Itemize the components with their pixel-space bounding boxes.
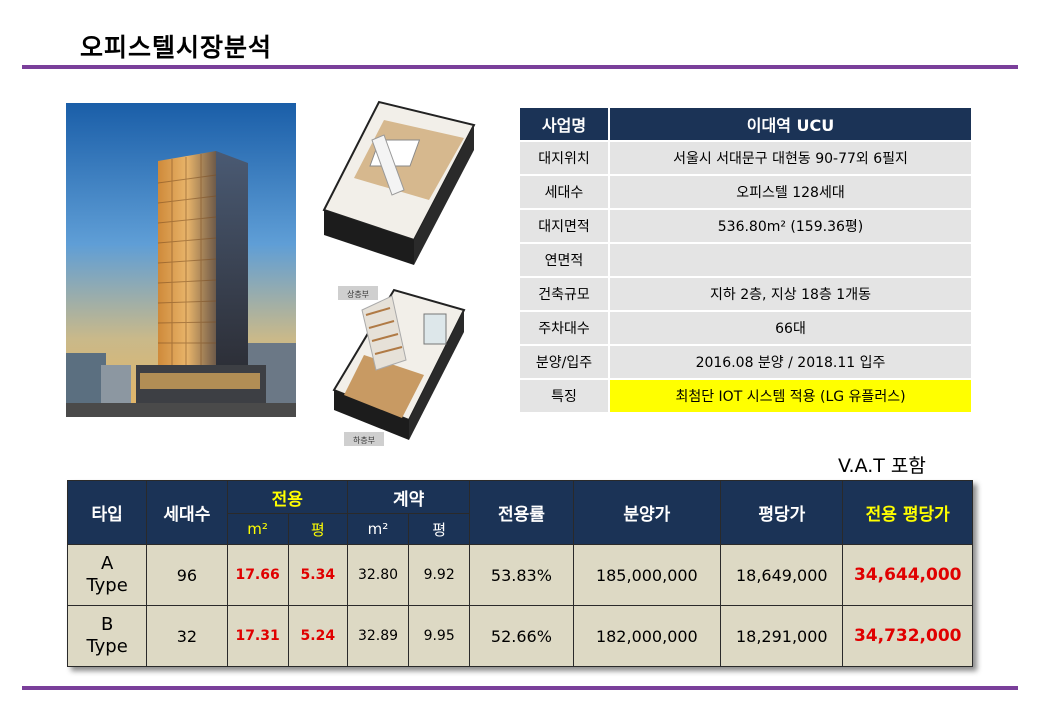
sub-exclusive-pyeong: 평 <box>287 513 348 545</box>
cell-per-pyeong: 18,649,000 <box>720 544 844 606</box>
info-row-scale: 건축규모 지하 2층, 지상 18층 1개동 <box>520 278 971 310</box>
info-key: 대지면적 <box>520 210 610 242</box>
price-table: 타입 세대수 전용 계약 전용률 분양가 평당가 전용 평당가 m² 평 m² … <box>66 480 973 667</box>
cell-type: B Type <box>66 605 148 667</box>
info-row-location: 대지위치 서울시 서대문구 대현동 90-77외 6필지 <box>520 142 971 174</box>
page-title: 오피스텔시장분석 <box>80 33 273 62</box>
col-exclusive-per-pyeong: 전용 평당가 <box>842 480 973 545</box>
cell-exclusive-m2: 17.66 <box>226 544 289 606</box>
top-divider <box>22 65 1018 69</box>
floor-plan-images: 상층부 하층부 <box>314 100 476 450</box>
project-info-table: 사업명 이대역 UCU 대지위치 서울시 서대문구 대현동 90-77외 6필지… <box>520 106 971 414</box>
sub-contract-pyeong: 평 <box>408 513 471 545</box>
price-header-row: 타입 세대수 전용 계약 전용률 분양가 평당가 전용 평당가 <box>66 480 973 545</box>
bottom-divider <box>22 686 1018 690</box>
cell-type: A Type <box>66 544 148 606</box>
info-value: 2016.08 분양 / 2018.11 입주 <box>610 346 971 378</box>
info-key: 대지위치 <box>520 142 610 174</box>
table-row: B Type 32 17.31 5.24 32.89 9.95 52.66% 18… <box>66 605 973 667</box>
info-key: 건축규모 <box>520 278 610 310</box>
info-key: 분양/입주 <box>520 346 610 378</box>
col-contract: 계약 <box>346 480 471 514</box>
upper-floor-label: 상층부 <box>347 289 369 299</box>
price-subheader-row: m² 평 m² 평 <box>68 513 973 545</box>
cell-contract-pyeong: 9.92 <box>408 544 471 606</box>
col-ratio: 전용률 <box>469 480 574 545</box>
cell-price: 185,000,000 <box>572 544 722 606</box>
info-value: 서울시 서대문구 대현동 90-77외 6필지 <box>610 142 971 174</box>
cell-exclusive-per-pyeong: 34,644,000 <box>842 544 973 606</box>
info-value <box>610 244 971 276</box>
cell-contract-m2: 32.80 <box>346 544 410 606</box>
info-header-key: 사업명 <box>520 108 610 140</box>
cell-units: 96 <box>146 544 228 606</box>
table-row: A Type 96 17.66 5.34 32.80 9.92 53.83% 18… <box>66 544 973 606</box>
info-value: 지하 2층, 지상 18층 1개동 <box>610 278 971 310</box>
col-per-pyeong: 평당가 <box>720 480 844 545</box>
cell-per-pyeong: 18,291,000 <box>720 605 844 667</box>
info-value: 오피스텔 128세대 <box>610 176 971 208</box>
cell-exclusive-pyeong: 5.34 <box>287 544 348 606</box>
col-units: 세대수 <box>146 480 228 545</box>
col-price: 분양가 <box>572 480 722 545</box>
info-row-units: 세대수 오피스텔 128세대 <box>520 176 971 208</box>
cell-exclusive-m2: 17.31 <box>226 605 289 667</box>
info-row-floor-area: 연면적 <box>520 244 971 276</box>
info-header-value: 이대역 UCU <box>610 108 971 140</box>
info-row-site-area: 대지면적 536.80m² (159.36평) <box>520 210 971 242</box>
cell-units: 32 <box>146 605 228 667</box>
cell-ratio: 52.66% <box>469 605 574 667</box>
vat-note: V.A.T 포함 <box>838 455 926 477</box>
cell-contract-m2: 32.89 <box>346 605 410 667</box>
info-key: 세대수 <box>520 176 610 208</box>
col-type: 타입 <box>66 480 148 545</box>
info-key: 주차대수 <box>520 312 610 344</box>
sub-exclusive-m2: m² <box>226 513 289 545</box>
col-exclusive: 전용 <box>226 480 348 514</box>
info-value-highlight: 최첨단 IOT 시스템 적용 (LG 유플러스) <box>610 380 971 412</box>
cell-contract-pyeong: 9.95 <box>408 605 471 667</box>
info-value: 536.80m² (159.36평) <box>610 210 971 242</box>
cell-ratio: 53.83% <box>469 544 574 606</box>
cell-exclusive-per-pyeong: 34,732,000 <box>842 605 973 667</box>
info-row-parking: 주차대수 66대 <box>520 312 971 344</box>
lower-floor-label: 하층부 <box>353 435 375 445</box>
info-row-feature: 특징 최첨단 IOT 시스템 적용 (LG 유플러스) <box>520 380 971 412</box>
building-rendering-image <box>66 103 296 417</box>
cell-price: 182,000,000 <box>572 605 722 667</box>
info-key: 특징 <box>520 380 610 412</box>
info-key: 연면적 <box>520 244 610 276</box>
sub-contract-m2: m² <box>346 513 410 545</box>
info-row-schedule: 분양/입주 2016.08 분양 / 2018.11 입주 <box>520 346 971 378</box>
info-value: 66대 <box>610 312 971 344</box>
info-header-row: 사업명 이대역 UCU <box>520 108 971 140</box>
cell-exclusive-pyeong: 5.24 <box>287 605 348 667</box>
